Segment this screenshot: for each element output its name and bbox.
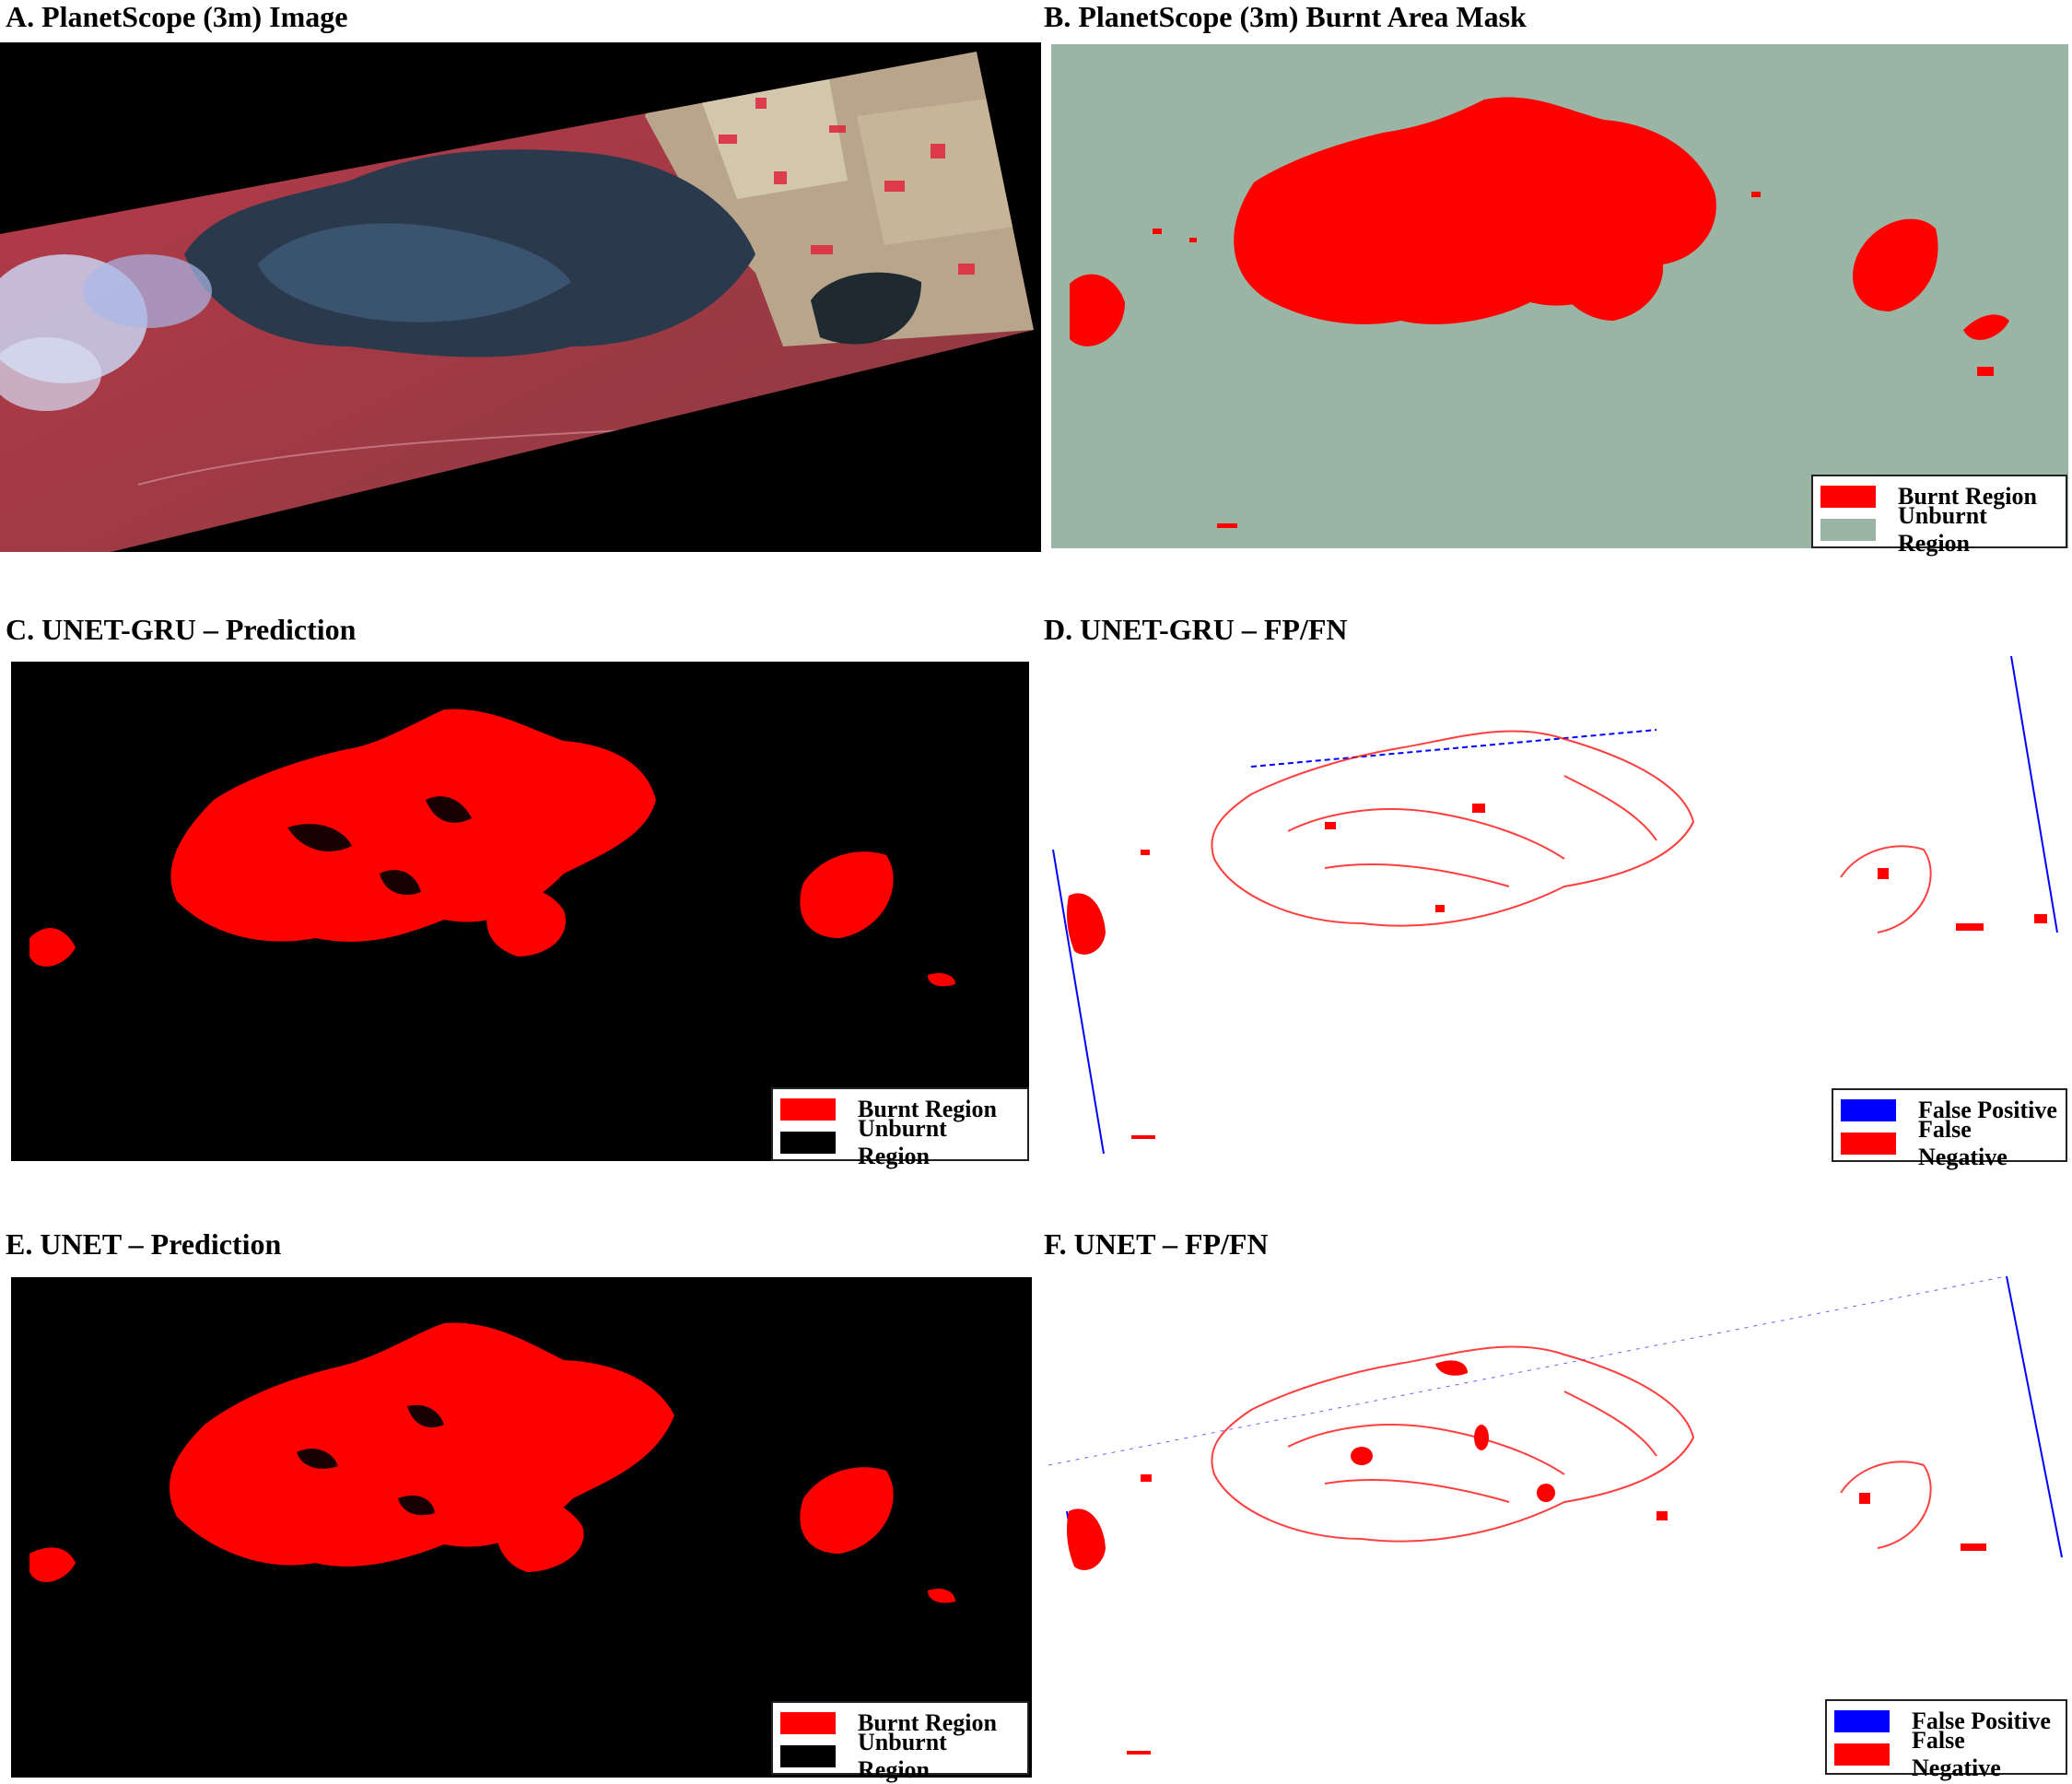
legend-item-burnt: Burnt Region xyxy=(780,1093,1020,1126)
legend-label: False Positive xyxy=(1912,1708,2051,1734)
unburnt-swatch xyxy=(1820,519,1876,541)
satellite-image-graphic xyxy=(0,52,1034,552)
panel-f-title: F. UNET – FP/FN xyxy=(1044,1227,1269,1261)
panel-f-unet-fpfn xyxy=(1048,1272,2069,1778)
panel-d-legend: False Positive False Negative xyxy=(1832,1088,2067,1170)
legend-label: False Negative xyxy=(1918,1116,2008,1170)
legend-label: Unburnt Region xyxy=(858,1729,947,1783)
panel-b-legend: Burnt Region Unburnt Region xyxy=(1811,475,2067,557)
legend-item-burnt: Burnt Region xyxy=(1820,480,2058,513)
legend-item-burnt: Burnt Region xyxy=(780,1707,1020,1740)
legend-label: Burnt Region xyxy=(858,1096,997,1122)
panel-c-legend: Burnt Region Unburnt Region xyxy=(771,1087,1029,1169)
panel-f-legend: False Positive False Negative xyxy=(1825,1699,2067,1781)
panel-e-legend: Burnt Region Unburnt Region xyxy=(771,1701,1029,1783)
panel-e-title: E. UNET – Prediction xyxy=(6,1227,282,1261)
legend-item-unburnt: Unburnt Region xyxy=(780,1729,1020,1783)
legend-item-false-negative: False Negative xyxy=(1834,1727,2058,1781)
legend-item-false-positive: False Positive xyxy=(1841,1094,2058,1127)
legend-label: False Negative xyxy=(1912,1727,2001,1781)
unet-prediction-graphic xyxy=(29,1322,955,1603)
unet-fpfn-graphic xyxy=(1048,1275,2063,1755)
burnt-swatch xyxy=(780,1098,836,1121)
legend-label: Unburnt Region xyxy=(1898,502,1987,557)
panel-c-title: C. UNET-GRU – Prediction xyxy=(6,613,357,646)
legend-label: Unburnt Region xyxy=(858,1115,947,1169)
legend-item-unburnt: Unburnt Region xyxy=(780,1115,1020,1169)
panel-a-title: A. PlanetScope (3m) Image xyxy=(6,0,348,33)
panel-c-unet-gru-prediction xyxy=(11,662,1029,1161)
burnt-swatch xyxy=(1820,486,1876,508)
panel-a-satellite-image xyxy=(0,42,1041,552)
panel-b-title: B. PlanetScope (3m) Burnt Area Mask xyxy=(1044,0,1527,33)
burnt-swatch xyxy=(780,1712,836,1734)
legend-label: Burnt Region xyxy=(858,1709,997,1736)
unburnt-swatch xyxy=(780,1132,836,1154)
legend-item-unburnt: Unburnt Region xyxy=(1820,502,2058,557)
legend-label: False Positive xyxy=(1918,1097,2057,1123)
legend-item-false-negative: False Negative xyxy=(1841,1116,2058,1170)
false-negative-swatch xyxy=(1841,1133,1896,1155)
panel-d-title: D. UNET-GRU – FP/FN xyxy=(1044,613,1348,646)
legend-item-false-positive: False Positive xyxy=(1834,1705,2058,1738)
unet-gru-prediction-graphic xyxy=(29,709,955,987)
panel-d-unet-gru-fpfn xyxy=(1048,656,2067,1163)
panel-b-burnt-area-mask xyxy=(1051,44,2068,548)
false-negative-swatch xyxy=(1834,1743,1890,1766)
false-positive-swatch xyxy=(1834,1710,1890,1732)
panel-e-unet-prediction xyxy=(11,1277,1032,1778)
unburnt-swatch xyxy=(780,1745,836,1767)
unet-gru-fpfn-graphic xyxy=(1052,656,2058,1155)
false-positive-swatch xyxy=(1841,1099,1896,1121)
burnt-area-mask-graphic xyxy=(1070,97,2009,528)
legend-label: Burnt Region xyxy=(1898,483,2037,510)
